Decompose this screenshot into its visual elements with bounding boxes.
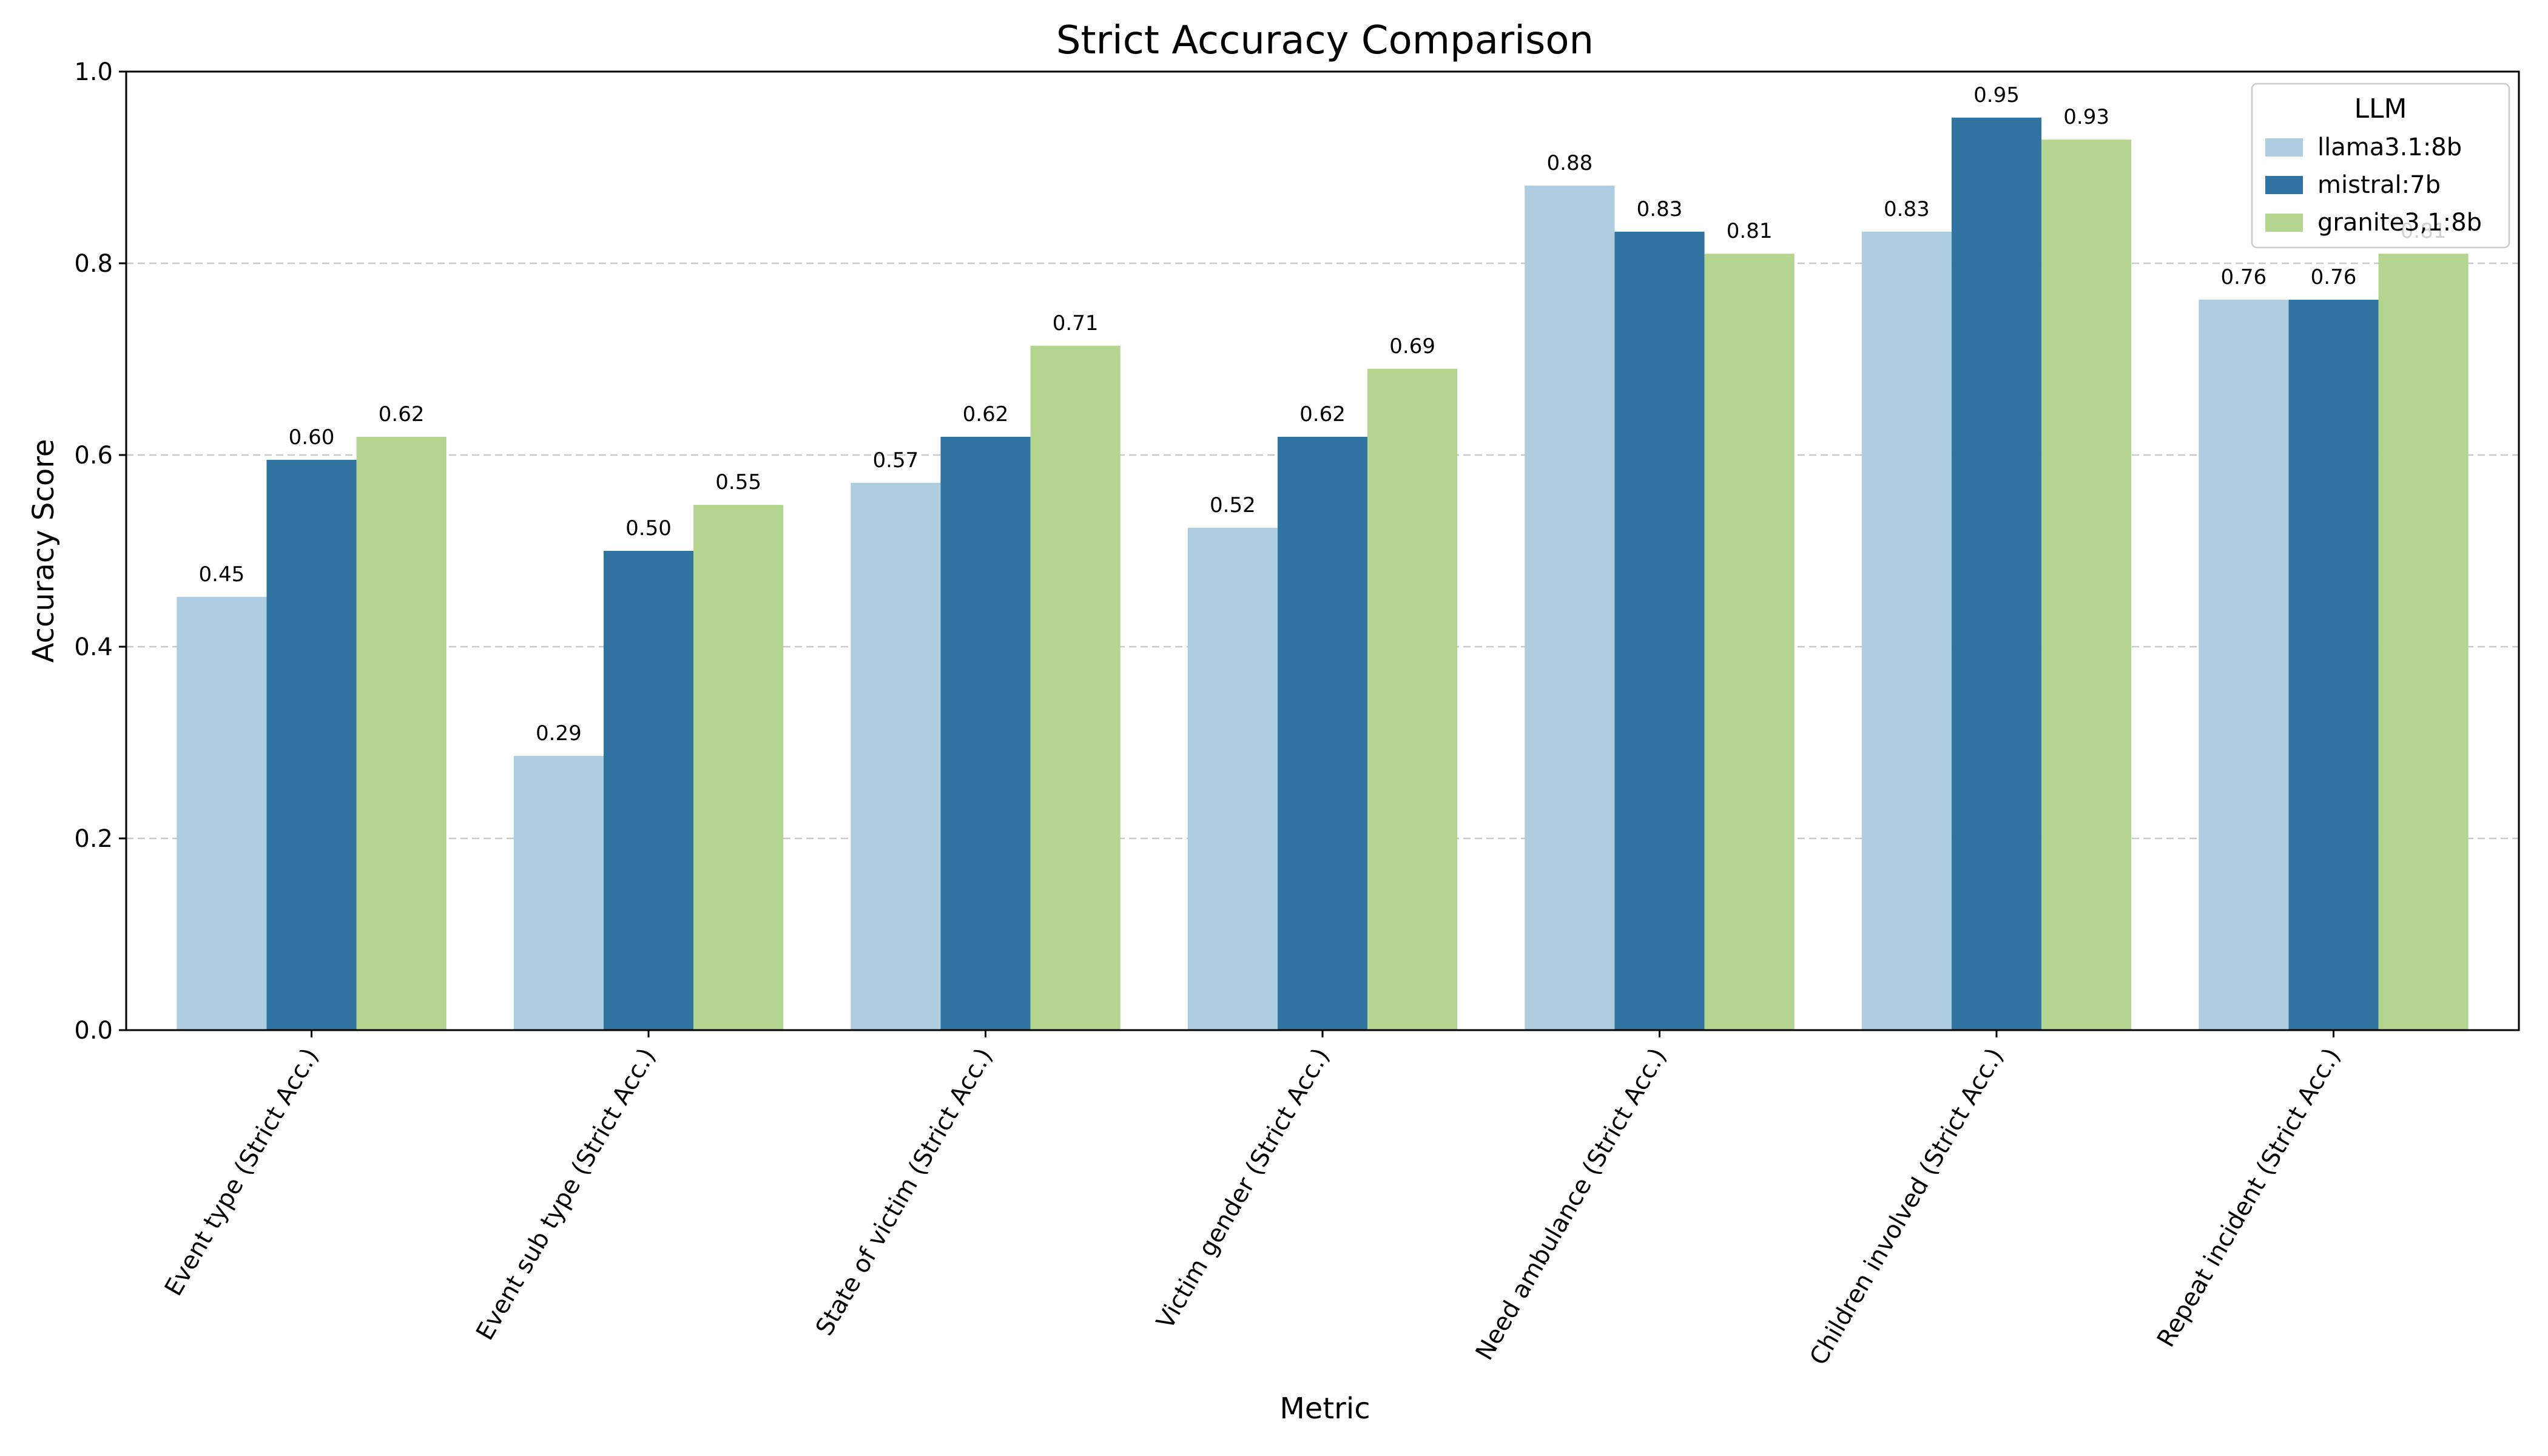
- bar: [940, 436, 1031, 1030]
- y-axis-label: Accuracy Score: [27, 439, 61, 663]
- bar: [693, 505, 784, 1030]
- bar: [2378, 254, 2469, 1031]
- bar: [1951, 117, 2042, 1031]
- bar-value-label: 0.62: [963, 402, 1009, 426]
- y-axis: 0.0 0.2 0.4 0.6 0.8 1.0: [74, 58, 126, 1045]
- y-tick-label: 0.6: [74, 442, 113, 470]
- legend-label: mistral:7b: [2317, 171, 2441, 199]
- bar-value-label: 0.50: [625, 516, 672, 541]
- bar-value-label: 0.81: [1727, 219, 1773, 243]
- bar-value-label: 0.95: [1973, 83, 2020, 107]
- bars: [177, 117, 2469, 1031]
- legend-label: llama3.1:8b: [2317, 133, 2462, 161]
- bar-value-label: 0.88: [1547, 151, 1593, 175]
- bar-value-label: 0.76: [2311, 265, 2357, 289]
- bar-value-label: 0.76: [2220, 265, 2267, 289]
- bar-value-label: 0.29: [536, 721, 582, 746]
- bar: [1277, 436, 1368, 1030]
- bar: [356, 436, 447, 1030]
- bar: [2041, 140, 2132, 1031]
- legend-swatch: [2265, 214, 2303, 232]
- bar: [603, 551, 694, 1030]
- legend-swatch: [2265, 138, 2303, 157]
- bar-value-label: 0.83: [1884, 197, 1930, 221]
- bar: [1367, 368, 1458, 1030]
- bar: [2199, 300, 2289, 1030]
- bar-value-label: 0.45: [199, 562, 245, 587]
- bar: [266, 459, 357, 1030]
- y-tick-label: 0.8: [74, 250, 113, 278]
- x-axis-label: Metric: [1279, 1392, 1370, 1426]
- bar-value-labels: 0.45 0.60 0.62 0.29 0.50 0.55 0.57 0.62 0.71 0.52…: [199, 83, 2447, 746]
- bar: [1861, 231, 1952, 1030]
- bar-value-label: 0.71: [1053, 311, 1099, 335]
- bar-value-label: 0.93: [2063, 105, 2109, 129]
- legend-title: LLM: [2354, 93, 2407, 124]
- bar-value-label: 0.62: [379, 402, 425, 426]
- bar: [1187, 528, 1278, 1030]
- bar: [1614, 231, 1705, 1030]
- bar-value-label: 0.83: [1637, 197, 1683, 221]
- bar: [1704, 254, 1795, 1031]
- bar: [1030, 345, 1121, 1030]
- y-tick-label: 0.0: [74, 1017, 113, 1045]
- legend-box: [2251, 83, 2510, 249]
- bar: [177, 596, 267, 1030]
- bar-value-label: 0.52: [1210, 493, 1256, 517]
- bar: [851, 482, 941, 1030]
- chart-title: Strict Accuracy Comparison: [1056, 18, 1594, 63]
- bar-value-label: 0.57: [873, 448, 919, 473]
- bar: [2288, 300, 2379, 1030]
- y-tick-label: 1.0: [74, 58, 113, 86]
- bar-value-label: 0.55: [715, 470, 761, 494]
- bar-value-label: 0.60: [289, 425, 335, 450]
- y-tick-label: 0.2: [74, 825, 113, 853]
- bar: [1525, 186, 1615, 1030]
- legend: LLM llama3.1:8b mistral:7b granite3,1:8b: [2251, 83, 2510, 249]
- legend-swatch: [2265, 176, 2303, 194]
- legend-label: granite3,1:8b: [2317, 209, 2482, 237]
- bar-value-label: 0.69: [1389, 334, 1435, 359]
- bar-value-label: 0.62: [1299, 402, 1346, 426]
- y-tick-label: 0.4: [74, 633, 113, 661]
- bar: [513, 756, 604, 1030]
